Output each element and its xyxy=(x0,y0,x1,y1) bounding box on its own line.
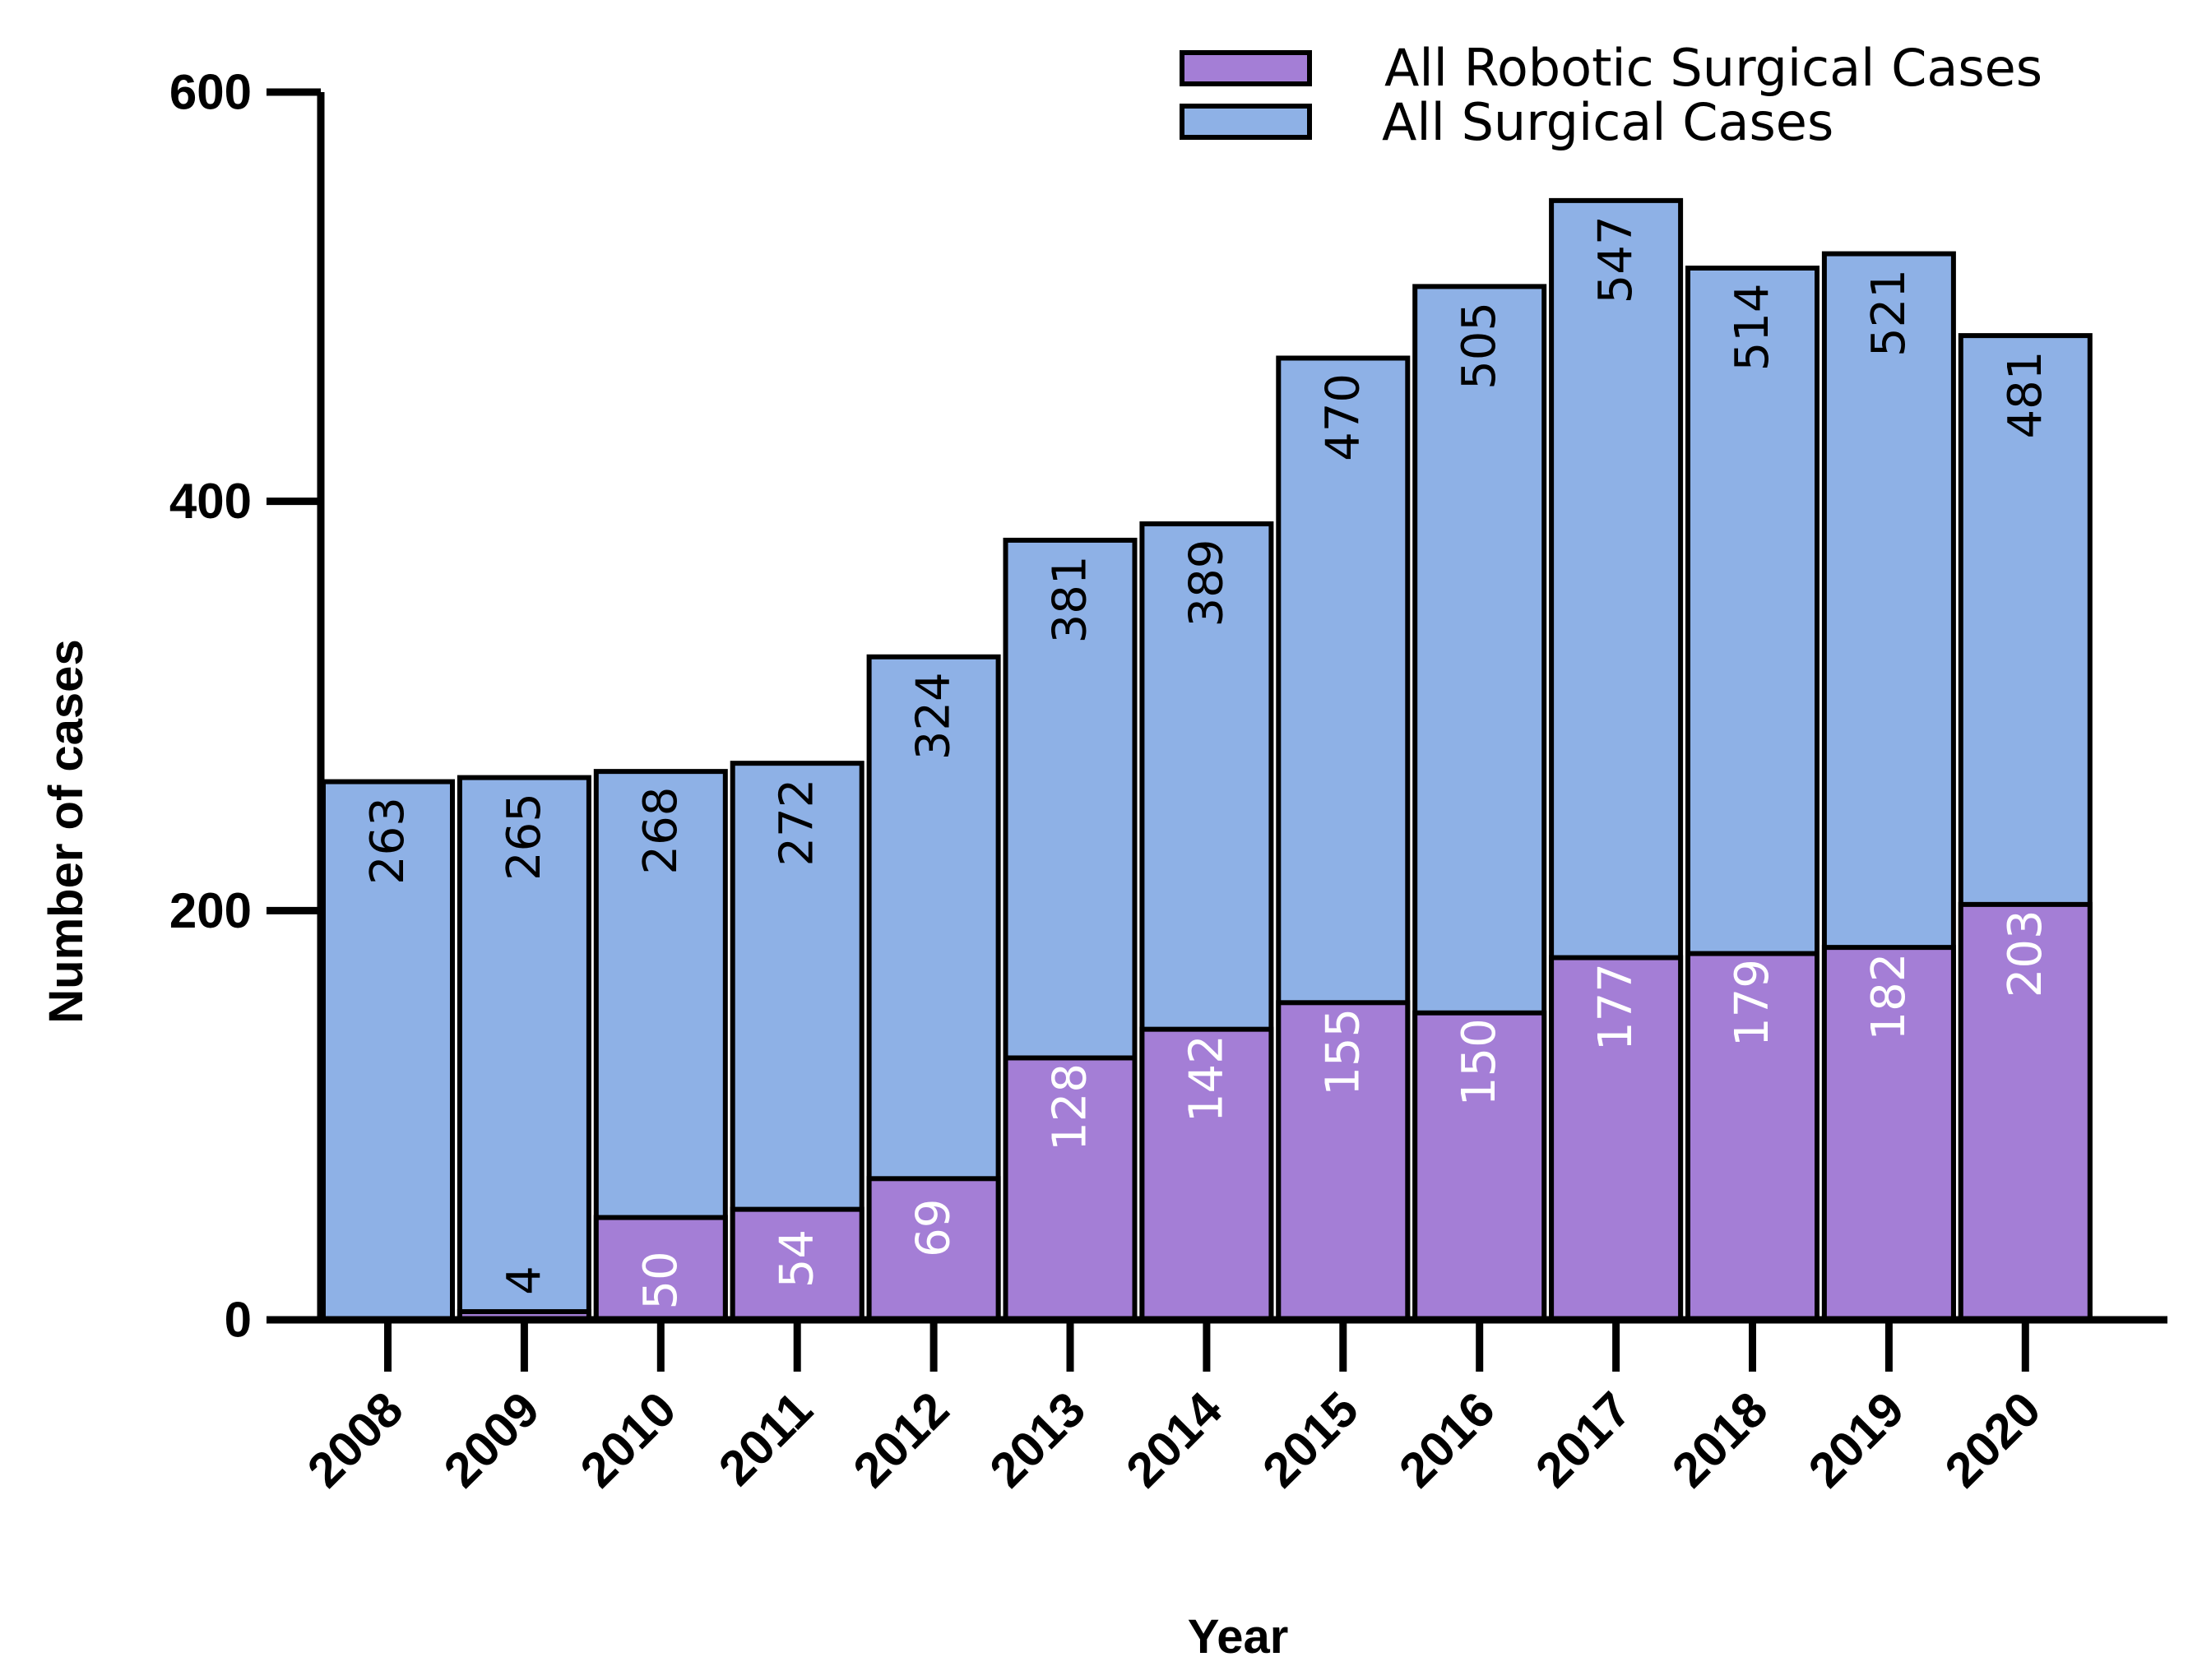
data-label-robotic-2015: 155 xyxy=(1316,1008,1370,1096)
bar-robotic-2010 xyxy=(593,1215,728,1323)
data-label-all-2017: 547 xyxy=(1589,215,1643,303)
legend-swatch-robotic xyxy=(1180,50,1312,86)
x-tick-label-2013: 2013 xyxy=(979,1381,1096,1498)
data-label-robotic-2011: 54 xyxy=(771,1229,824,1288)
data-label-all-2015: 470 xyxy=(1316,373,1370,461)
data-label-all-2018: 514 xyxy=(1726,284,1779,372)
bar-robotic-2012 xyxy=(866,1176,1001,1323)
data-label-robotic-2020: 203 xyxy=(1999,909,2052,997)
data-label-all-2010: 268 xyxy=(634,787,688,875)
bar-robotic-2015 xyxy=(1276,1000,1411,1323)
legend: All Robotic Surgical Cases All Surgical … xyxy=(1180,38,2042,152)
y-tick-label-0: 0 xyxy=(225,1293,252,1348)
data-label-robotic-2014: 142 xyxy=(1180,1034,1233,1122)
data-label-all-2009: 265 xyxy=(498,793,551,881)
bar-robotic-2011 xyxy=(730,1206,865,1322)
y-tick-label-600: 600 xyxy=(169,65,252,120)
bar-robotic-2020 xyxy=(1958,901,2093,1322)
data-label-all-2019: 521 xyxy=(1862,269,1916,357)
data-label-robotic-2019: 182 xyxy=(1862,953,1916,1041)
x-tick-label-2016: 2016 xyxy=(1388,1381,1505,1498)
x-tick-label-2017: 2017 xyxy=(1525,1381,1642,1498)
bar-all-2009 xyxy=(457,775,591,1322)
x-tick-label-2019: 2019 xyxy=(1798,1381,1915,1498)
x-tick-label-2009: 2009 xyxy=(433,1381,550,1498)
bar-robotic-2019 xyxy=(1821,945,1956,1322)
data-label-robotic-2018: 179 xyxy=(1726,959,1779,1047)
y-tick-label-400: 400 xyxy=(169,474,252,529)
data-label-robotic-2009: 4 xyxy=(498,1266,551,1295)
data-label-robotic-2013: 128 xyxy=(1044,1063,1097,1151)
data-label-all-2020: 481 xyxy=(1999,351,2052,439)
data-labels-group: 263 265 4 268 50 272 54 324 69 381 128 389 142 470 155… xyxy=(361,215,2052,1309)
data-label-all-2012: 324 xyxy=(907,672,961,760)
y-ticks-group: 0 200 400 600 xyxy=(169,65,321,1348)
y-tick-label-200: 200 xyxy=(169,883,252,938)
data-label-all-2008: 263 xyxy=(361,797,415,885)
x-tick-label-2015: 2015 xyxy=(1252,1381,1369,1498)
data-label-all-2016: 505 xyxy=(1453,302,1506,390)
legend-label-all: All Surgical Cases xyxy=(1382,92,1833,152)
data-label-robotic-2012: 69 xyxy=(907,1199,961,1257)
data-label-robotic-2010: 50 xyxy=(634,1251,688,1309)
data-label-all-2011: 272 xyxy=(771,779,824,867)
y-axis-title: Number of cases xyxy=(39,639,93,1023)
x-tick-label-2012: 2012 xyxy=(843,1381,960,1498)
legend-label-robotic: All Robotic Surgical Cases xyxy=(1384,38,2042,98)
x-tick-label-2010: 2010 xyxy=(570,1381,687,1498)
bar-robotic-2017 xyxy=(1549,955,1684,1322)
data-label-all-2013: 381 xyxy=(1044,555,1097,643)
x-axis-title: Year xyxy=(1188,1610,1289,1664)
axes xyxy=(267,92,2167,1324)
data-label-robotic-2016: 150 xyxy=(1453,1018,1506,1106)
data-label-all-2014: 389 xyxy=(1180,539,1233,627)
bars-group xyxy=(321,197,2093,1323)
legend-swatch-all xyxy=(1180,104,1312,140)
bar-robotic-2016 xyxy=(1412,1010,1547,1322)
bar-robotic-2018 xyxy=(1685,951,1819,1323)
x-tick-label-2020: 2020 xyxy=(1935,1381,2051,1498)
x-tick-label-2014: 2014 xyxy=(1115,1381,1232,1497)
x-tick-label-2011: 2011 xyxy=(708,1381,823,1496)
bar-all-2008 xyxy=(321,779,455,1322)
x-ticks-group: 2008 2009 2010 2011 2012 2013 2014 2015 2016 2017… xyxy=(297,1320,2051,1498)
x-tick-label-2018: 2018 xyxy=(1662,1381,1778,1498)
data-label-robotic-2017: 177 xyxy=(1589,963,1643,1051)
x-tick-label-2008: 2008 xyxy=(297,1381,414,1498)
